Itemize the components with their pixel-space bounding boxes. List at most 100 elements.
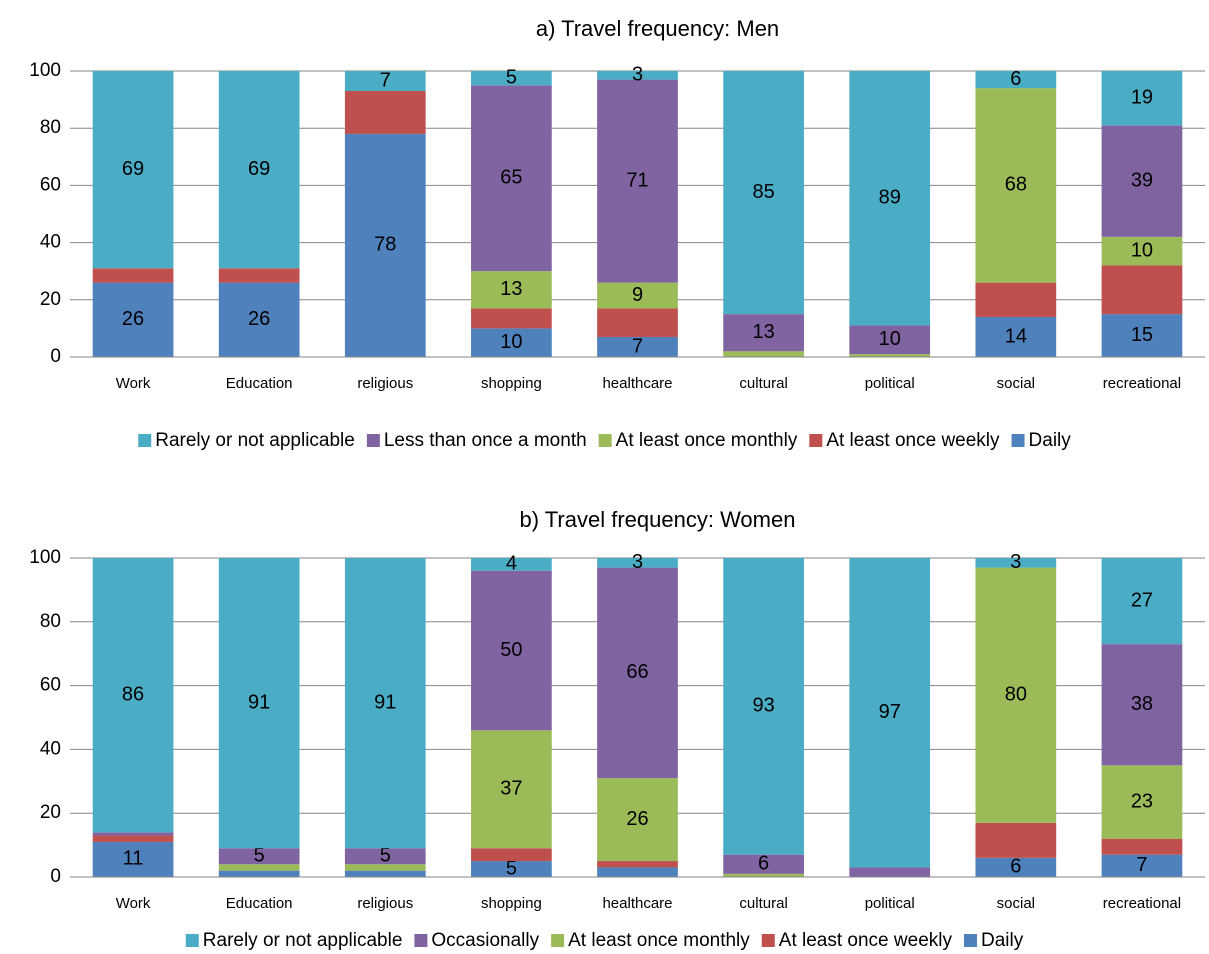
data-label: 71 <box>626 169 648 191</box>
data-label: 5 <box>506 857 517 879</box>
bar-segment <box>975 316 1057 357</box>
bar-segment <box>975 558 1057 568</box>
bar-segment <box>597 336 678 357</box>
data-label: 7 <box>380 69 391 91</box>
bar-segment <box>344 71 426 92</box>
data-label: 5 <box>380 845 391 867</box>
legend-swatch <box>185 934 199 947</box>
y-tick-label: 0 <box>50 346 61 367</box>
data-label: 3 <box>632 64 643 86</box>
data-label: 9 <box>632 284 643 306</box>
data-label: 86 <box>122 683 144 705</box>
data-label: 69 <box>248 158 270 180</box>
bar-segment <box>1101 854 1183 877</box>
y-tick-label: 40 <box>40 232 61 253</box>
data-label: 10 <box>879 328 901 350</box>
data-label: 14 <box>1005 325 1027 347</box>
bar-segment <box>471 558 552 571</box>
bar-segment <box>471 861 552 877</box>
bar-segment <box>849 867 931 877</box>
x-tick-label: recreational <box>1103 375 1181 392</box>
bar-segment <box>597 71 678 80</box>
bar-segment <box>723 314 804 352</box>
data-label: 6 <box>1010 68 1021 90</box>
x-tick-label: political <box>865 375 915 392</box>
data-label: 69 <box>122 158 144 180</box>
bar-segment <box>597 867 678 877</box>
data-label: 91 <box>374 691 396 713</box>
legend-label: Daily <box>981 930 1024 951</box>
data-label: 26 <box>626 808 648 830</box>
legend-label: Rarely or not applicable <box>155 430 355 451</box>
legend-label: At least once monthly <box>616 430 798 451</box>
bar-segment <box>849 325 931 355</box>
bar-segment <box>1101 838 1183 855</box>
data-label: 97 <box>879 701 901 723</box>
data-label: 91 <box>248 691 270 713</box>
data-label: 27 <box>1131 589 1153 611</box>
bar-segment <box>975 822 1057 858</box>
bar-segment <box>597 282 678 309</box>
bar-segment <box>471 71 552 86</box>
x-tick-label: Work <box>116 375 151 392</box>
bar-segment <box>344 91 426 134</box>
data-label: 26 <box>248 308 270 330</box>
bar-segment <box>723 854 804 874</box>
legend-swatch <box>963 934 977 947</box>
chart-title: b) Travel frequency: Women <box>520 507 796 532</box>
data-label: 80 <box>1005 683 1027 705</box>
data-label: 15 <box>1131 324 1153 346</box>
legend-label: At least once weekly <box>779 930 953 951</box>
data-label: 10 <box>500 331 522 353</box>
data-label: 39 <box>1131 169 1153 191</box>
bar-segment <box>344 848 426 865</box>
y-tick-label: 40 <box>40 738 61 759</box>
bar-segment <box>597 861 678 868</box>
legend-swatch <box>598 434 612 447</box>
bar-segment <box>344 558 426 849</box>
bar-segment <box>849 354 931 357</box>
data-label: 85 <box>752 181 774 203</box>
data-label: 5 <box>254 845 265 867</box>
x-tick-label: Education <box>226 895 293 912</box>
bar-segment <box>92 835 174 842</box>
x-tick-label: Work <box>116 895 151 912</box>
x-tick-label: religious <box>357 375 413 392</box>
y-tick-label: 100 <box>29 547 61 568</box>
legend-swatch <box>551 934 565 947</box>
x-tick-label: cultural <box>739 895 787 912</box>
bar-segment <box>849 71 931 326</box>
x-tick-label: political <box>865 895 915 912</box>
bar-segment <box>92 71 174 269</box>
bar-segment <box>1101 265 1183 315</box>
x-tick-label: social <box>997 895 1035 912</box>
legend: Rarely or not applicable Less than once a… <box>138 430 1071 451</box>
data-label: 23 <box>1131 790 1153 812</box>
bar-segment <box>1101 236 1183 266</box>
legend-label: At least once weekly <box>826 430 1000 451</box>
bar-segment <box>218 864 300 871</box>
bar-segment <box>344 133 426 357</box>
bar-segment <box>597 778 678 862</box>
data-label: 7 <box>632 335 643 357</box>
bar-segment <box>471 308 552 329</box>
x-tick-label: shopping <box>481 375 542 392</box>
data-label: 50 <box>500 639 522 661</box>
bar-segment <box>1101 765 1183 839</box>
bar-segment <box>471 848 552 862</box>
x-tick-label: healthcare <box>602 375 672 392</box>
data-label: 7 <box>1136 854 1147 876</box>
legend-label: Occasionally <box>431 930 539 951</box>
legend-label: At least once monthly <box>568 930 750 951</box>
data-label: 13 <box>500 278 522 300</box>
bar-segment <box>1101 71 1183 126</box>
x-tick-label: religious <box>357 895 413 912</box>
legend-label: Less than once a month <box>384 430 587 451</box>
legend-swatch <box>138 434 152 447</box>
data-label: 38 <box>1131 693 1153 715</box>
x-tick-label: healthcare <box>602 895 672 912</box>
bar-segment <box>723 71 804 315</box>
legend-swatch <box>761 934 775 947</box>
bar-segment <box>471 328 552 357</box>
y-tick-label: 60 <box>40 174 61 195</box>
